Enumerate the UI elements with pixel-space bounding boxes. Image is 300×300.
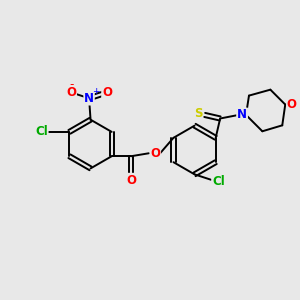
Text: -: - <box>69 78 74 91</box>
Text: N: N <box>84 92 94 105</box>
Text: S: S <box>194 107 203 120</box>
Text: +: + <box>92 87 99 96</box>
Text: Cl: Cl <box>35 125 48 138</box>
Text: O: O <box>102 86 112 99</box>
Text: O: O <box>66 86 76 99</box>
Text: N: N <box>237 108 247 122</box>
Text: N: N <box>237 108 247 122</box>
Text: O: O <box>126 173 136 187</box>
Text: Cl: Cl <box>212 175 225 188</box>
Text: O: O <box>150 147 161 160</box>
Text: O: O <box>287 98 297 111</box>
